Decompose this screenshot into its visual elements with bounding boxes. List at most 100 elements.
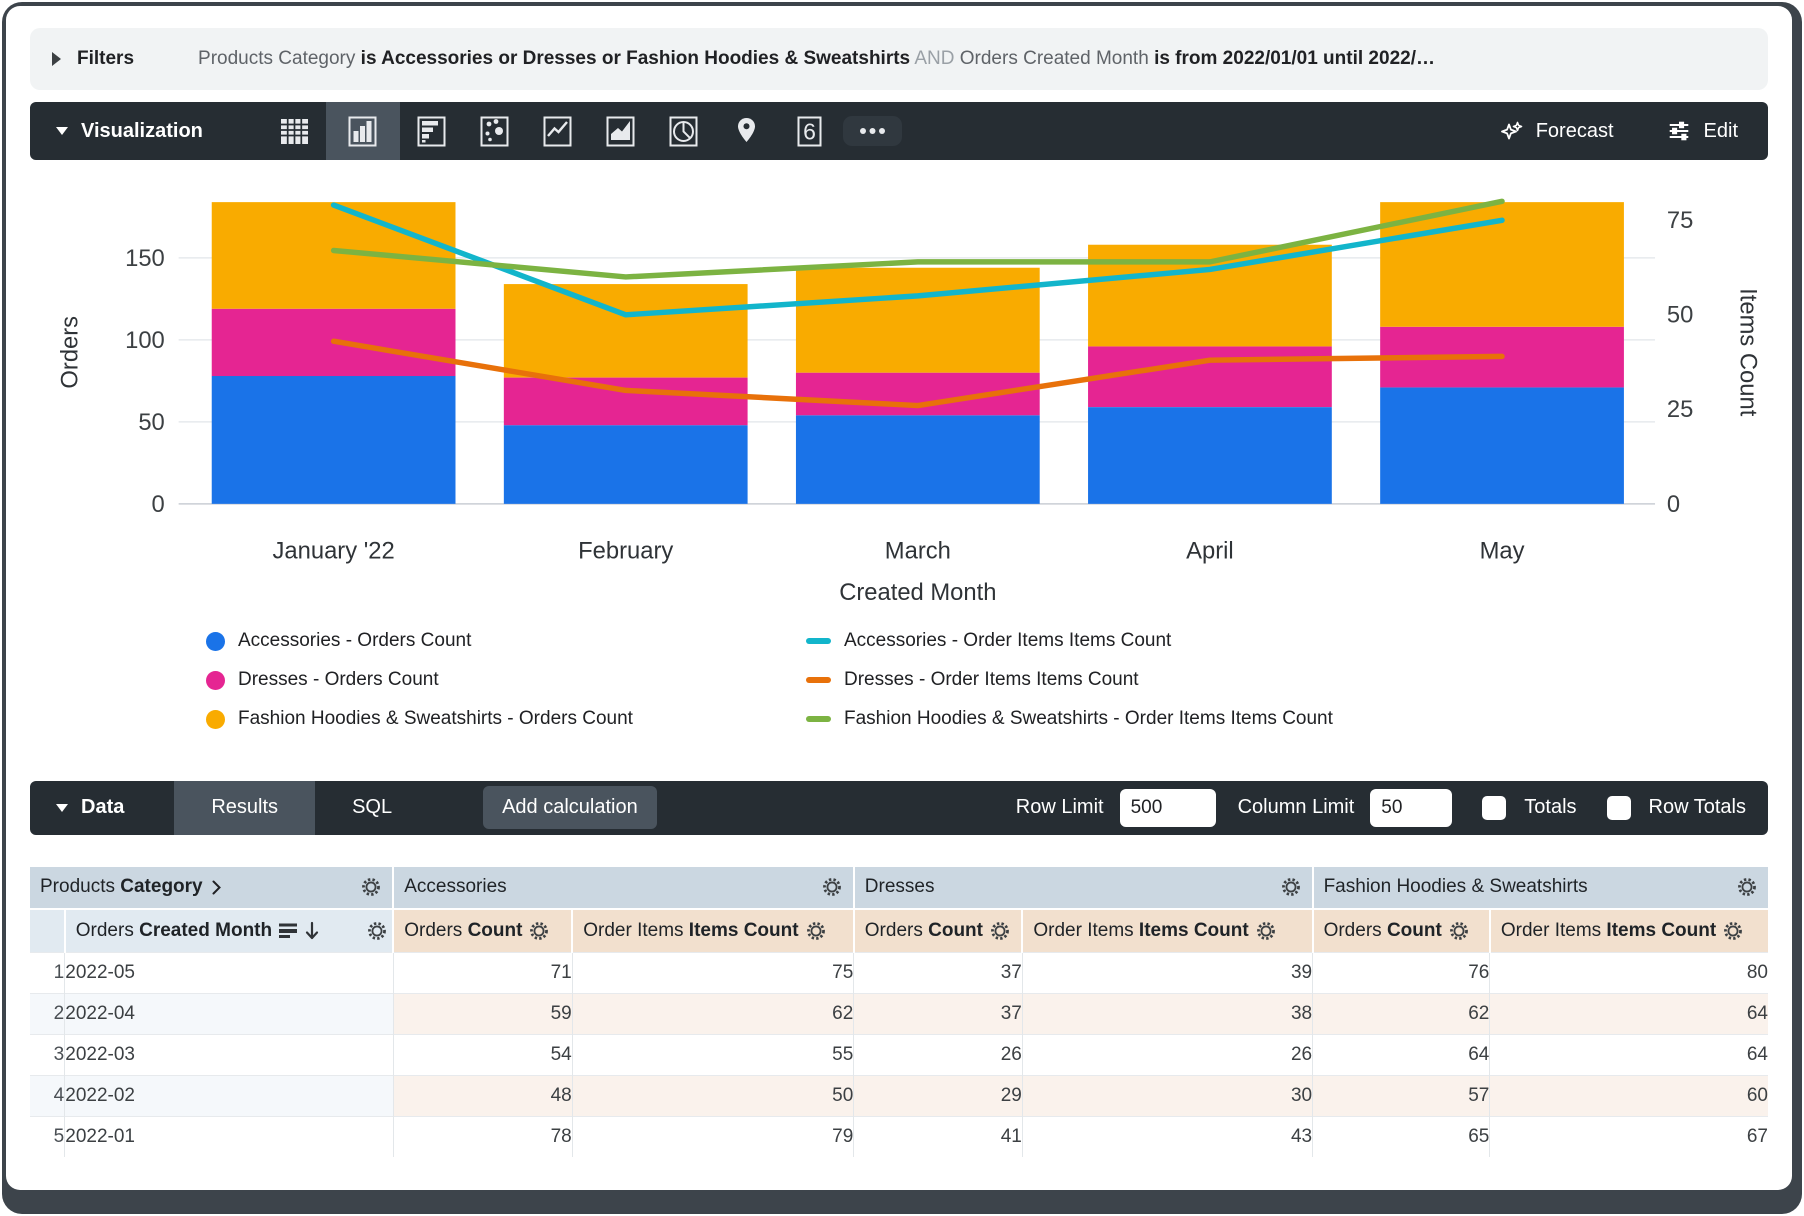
viz-type-bar-chart-icon[interactable] (400, 102, 463, 160)
gear-icon[interactable] (821, 876, 843, 898)
legend-item[interactable]: Accessories - Orders Count (206, 622, 806, 661)
measure-column-2[interactable]: Orders Count (854, 909, 1023, 953)
bar-segment[interactable] (796, 268, 1040, 373)
measure-cell[interactable]: 48 (393, 1075, 572, 1116)
legend-item[interactable]: Fashion Hoodies & Sweatshirts - Order It… (806, 700, 1333, 739)
visualization-section-toggle[interactable]: Visualization (30, 102, 207, 160)
sort-desc-icon[interactable] (304, 921, 320, 941)
gear-icon[interactable] (1448, 920, 1470, 942)
measure-cell[interactable]: 57 (1313, 1075, 1490, 1116)
viz-type-single-value-icon[interactable]: 6 (778, 102, 841, 160)
column-group-1[interactable]: Dresses (854, 867, 1313, 909)
measure-column-4[interactable]: Orders Count (1313, 909, 1490, 953)
column-group-products-category[interactable]: Products Category (30, 867, 393, 909)
measure-cell[interactable]: 62 (572, 993, 854, 1034)
viz-type-data-table-icon[interactable] (263, 102, 326, 160)
viz-type-scatter-chart-icon[interactable] (463, 102, 526, 160)
dimension-cell[interactable]: 2022-04 (65, 993, 393, 1034)
measure-cell[interactable]: 26 (1022, 1034, 1312, 1075)
measure-column-1[interactable]: Order Items Items Count (572, 909, 854, 953)
tab-results[interactable]: Results (174, 781, 315, 835)
measure-column-0[interactable]: Orders Count (393, 909, 572, 953)
viz-type-map-chart-icon[interactable] (715, 102, 778, 160)
measure-cell[interactable]: 64 (1490, 1034, 1768, 1075)
row-totals-checkbox[interactable] (1607, 796, 1631, 820)
chart-legend: Accessories - Orders CountDresses - Orde… (30, 622, 1768, 739)
gear-icon[interactable] (1736, 876, 1758, 898)
measure-cell[interactable]: 80 (1490, 952, 1768, 993)
measure-cell[interactable]: 75 (572, 952, 854, 993)
data-section-toggle[interactable]: Data (30, 781, 128, 835)
measure-cell[interactable]: 26 (854, 1034, 1023, 1075)
legend-item[interactable]: Dresses - Orders Count (206, 661, 806, 700)
measure-cell[interactable]: 62 (1313, 993, 1490, 1034)
measure-column-5[interactable]: Order Items Items Count (1490, 909, 1768, 953)
measure-cell[interactable]: 37 (854, 952, 1023, 993)
measure-cell[interactable]: 43 (1022, 1116, 1312, 1157)
measure-cell[interactable]: 79 (572, 1116, 854, 1157)
legend-item[interactable]: Fashion Hoodies & Sweatshirts - Orders C… (206, 700, 806, 739)
measure-cell[interactable]: 29 (854, 1075, 1023, 1116)
bar-segment[interactable] (504, 284, 748, 377)
gear-icon[interactable] (805, 920, 827, 942)
bar-segment[interactable] (1088, 346, 1332, 407)
dimension-cell[interactable]: 2022-02 (65, 1075, 393, 1116)
measure-cell[interactable]: 64 (1313, 1034, 1490, 1075)
measure-cell[interactable]: 60 (1490, 1075, 1768, 1116)
add-calculation-button[interactable]: Add calculation (483, 786, 657, 829)
row-limit-input[interactable] (1120, 789, 1216, 827)
subtotal-icon[interactable] (278, 922, 298, 939)
gear-icon[interactable] (1280, 876, 1302, 898)
measure-column-3[interactable]: Order Items Items Count (1022, 909, 1312, 953)
bar-segment[interactable] (212, 202, 456, 309)
tab-sql[interactable]: SQL (315, 781, 429, 835)
column-orders-created-month[interactable]: Orders Created Month (65, 909, 393, 953)
expand-filters-icon[interactable] (52, 52, 61, 66)
measure-cell[interactable]: 67 (1490, 1116, 1768, 1157)
gear-icon[interactable] (1722, 920, 1744, 942)
measure-cell[interactable]: 64 (1490, 993, 1768, 1034)
bar-segment[interactable] (504, 378, 748, 426)
measure-cell[interactable]: 30 (1022, 1075, 1312, 1116)
legend-item[interactable]: Accessories - Order Items Items Count (806, 622, 1333, 661)
dimension-cell[interactable]: 2022-03 (65, 1034, 393, 1075)
column-limit-input[interactable] (1370, 789, 1452, 827)
gear-icon[interactable] (528, 920, 550, 942)
dimension-cell[interactable]: 2022-01 (65, 1116, 393, 1157)
measure-cell[interactable]: 41 (854, 1116, 1023, 1157)
edit-button[interactable]: Edit (1666, 118, 1738, 144)
bar-segment[interactable] (796, 415, 1040, 504)
measure-cell[interactable]: 78 (393, 1116, 572, 1157)
column-group-2[interactable]: Fashion Hoodies & Sweatshirts (1313, 867, 1768, 909)
viz-type-area-chart-icon[interactable] (589, 102, 652, 160)
viz-type-pie-chart-icon[interactable] (652, 102, 715, 160)
bar-segment[interactable] (1380, 387, 1624, 503)
gear-icon[interactable] (989, 920, 1011, 942)
measure-cell[interactable]: 71 (393, 952, 572, 993)
measure-cell[interactable]: 39 (1022, 952, 1312, 993)
gear-icon[interactable] (1255, 920, 1277, 942)
bar-segment[interactable] (1088, 407, 1332, 504)
chevron-right-icon[interactable] (211, 879, 222, 896)
measure-cell[interactable]: 65 (1313, 1116, 1490, 1157)
viz-type-more-options-icon[interactable] (841, 102, 904, 160)
measure-cell[interactable]: 54 (393, 1034, 572, 1075)
gear-icon[interactable] (366, 920, 388, 942)
legend-item[interactable]: Dresses - Order Items Items Count (806, 661, 1333, 700)
gear-icon[interactable] (360, 876, 382, 898)
viz-type-column-chart-icon[interactable] (326, 102, 400, 160)
measure-cell[interactable]: 50 (572, 1075, 854, 1116)
measure-cell[interactable]: 59 (393, 993, 572, 1034)
bar-segment[interactable] (212, 376, 456, 504)
column-group-0[interactable]: Accessories (393, 867, 854, 909)
dimension-cell[interactable]: 2022-05 (65, 952, 393, 993)
forecast-button[interactable]: Forecast (1498, 118, 1614, 144)
measure-cell[interactable]: 76 (1313, 952, 1490, 993)
totals-checkbox[interactable] (1482, 796, 1506, 820)
filters-bar[interactable]: Filters Products Category is Accessories… (30, 28, 1768, 90)
measure-cell[interactable]: 55 (572, 1034, 854, 1075)
bar-segment[interactable] (504, 425, 748, 504)
measure-cell[interactable]: 38 (1022, 993, 1312, 1034)
measure-cell[interactable]: 37 (854, 993, 1023, 1034)
viz-type-line-chart-icon[interactable] (526, 102, 589, 160)
